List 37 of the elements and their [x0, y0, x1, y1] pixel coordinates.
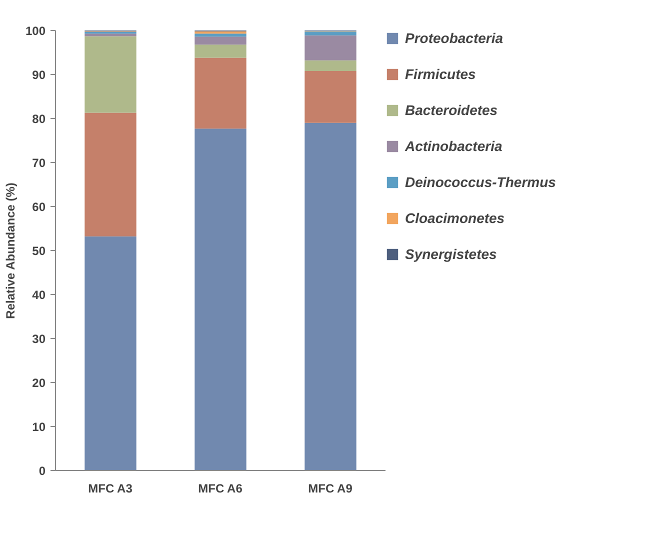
bar: [84, 236, 136, 470]
bar: [304, 31, 356, 36]
x-tick-label: MFC A3: [88, 482, 133, 496]
legend-label: Cloacimonetes: [405, 210, 505, 226]
y-tick-label: 0: [38, 464, 46, 478]
legend-label: Synergistetes: [405, 246, 497, 262]
y-tick-label: 100: [25, 24, 46, 38]
x-tick-label: MFC A9: [308, 482, 353, 496]
bar: [84, 36, 136, 113]
bar: [194, 31, 246, 34]
legend-label: Proteobacteria: [405, 30, 504, 46]
legend-label: Firmicutes: [405, 66, 476, 82]
y-tick-label: 80: [32, 112, 46, 126]
y-tick-label: 10: [32, 420, 46, 434]
x-tick-label: MFC A6: [198, 482, 243, 496]
legend-label: Actinobacteria: [405, 138, 502, 154]
y-tick-label: 70: [32, 156, 46, 170]
y-tick-label: 60: [32, 200, 46, 214]
legend-label: Deinococcus-Thermus: [405, 174, 556, 190]
bar: [84, 112, 136, 236]
bar: [304, 60, 356, 71]
bar: [194, 44, 246, 58]
y-tick-label: 20: [32, 376, 46, 390]
bar: [304, 70, 356, 123]
bar: [84, 34, 136, 36]
y-tick-label: 50: [32, 244, 46, 258]
y-tick-label: 40: [32, 288, 46, 302]
bar: [194, 36, 246, 45]
legend-label: Bacteroidetes: [405, 102, 498, 118]
bar: [194, 58, 246, 129]
y-tick-label: 90: [32, 68, 46, 82]
bar: [304, 122, 356, 470]
bar: [304, 35, 356, 60]
y-tick-label: 30: [32, 332, 46, 346]
bar: [194, 34, 246, 37]
bar: [194, 128, 246, 470]
y-axis-title: Relative Abundance (%): [3, 182, 18, 319]
